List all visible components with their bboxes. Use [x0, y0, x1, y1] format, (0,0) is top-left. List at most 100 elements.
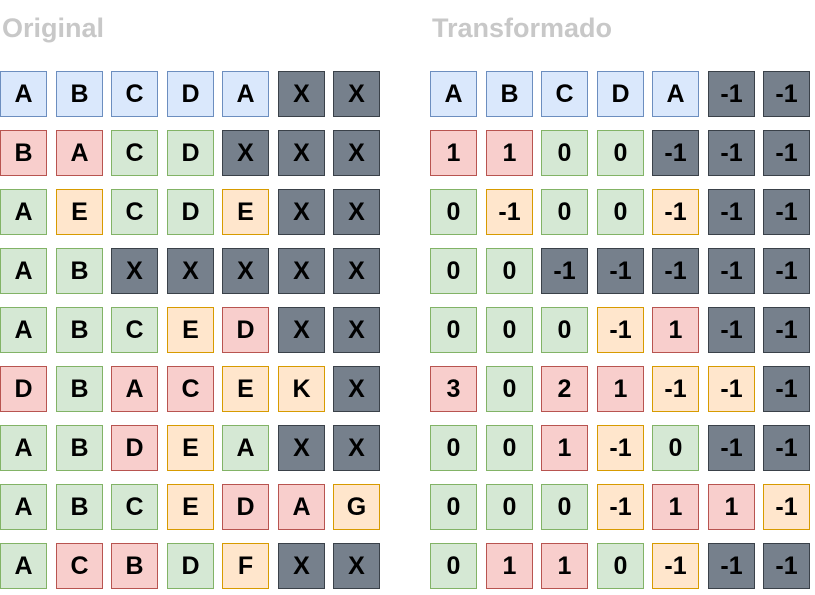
- grid-cell: 0: [486, 366, 533, 412]
- grid-cell: -1: [763, 248, 810, 294]
- grid-cell: E: [222, 366, 269, 412]
- grid-cell: D: [167, 189, 214, 235]
- grid-cell: C: [111, 484, 158, 530]
- grid-cell: A: [0, 543, 47, 589]
- grid-cell: C: [541, 71, 588, 117]
- grid-cell: 0: [652, 425, 699, 471]
- grid-cell: 3: [430, 366, 477, 412]
- grid-cell: E: [167, 425, 214, 471]
- grid-cell: -1: [708, 366, 755, 412]
- grid-cell: B: [111, 543, 158, 589]
- grid-cell: E: [56, 189, 103, 235]
- grid-cell: -1: [708, 71, 755, 117]
- grid-cell: D: [167, 71, 214, 117]
- grid-cell: 0: [430, 425, 477, 471]
- grid-cell: 0: [430, 484, 477, 530]
- grid-cell: A: [0, 189, 47, 235]
- grid-cell: 0: [430, 189, 477, 235]
- grid-cell: D: [222, 307, 269, 353]
- grid-cell: A: [278, 484, 325, 530]
- grid-cell: 2: [541, 366, 588, 412]
- grid-cell: E: [222, 189, 269, 235]
- grid-cell: X: [278, 130, 325, 176]
- grid-cell: D: [167, 543, 214, 589]
- grid-cell: 0: [597, 189, 644, 235]
- grid-cell: -1: [763, 366, 810, 412]
- grid-cell: -1: [763, 71, 810, 117]
- grid-cell: D: [0, 366, 47, 412]
- grid-cell: -1: [652, 366, 699, 412]
- grid-cell: -1: [652, 248, 699, 294]
- grid-cell: -1: [708, 248, 755, 294]
- grid-cell: 0: [486, 484, 533, 530]
- grid-cell: 0: [597, 130, 644, 176]
- grid-cell: -1: [763, 484, 810, 530]
- grid-cell: X: [333, 130, 380, 176]
- grid-cell: 0: [486, 425, 533, 471]
- grid-cell: 1: [652, 484, 699, 530]
- grid-cell: A: [222, 71, 269, 117]
- grid-cell: E: [167, 307, 214, 353]
- grid-cell: A: [222, 425, 269, 471]
- grid-cell: -1: [597, 248, 644, 294]
- grid-cell: -1: [763, 425, 810, 471]
- original-panel-title: Original: [2, 13, 105, 43]
- grid-cell: -1: [597, 484, 644, 530]
- grid-cell: -1: [708, 130, 755, 176]
- grid-cell: -1: [652, 543, 699, 589]
- grid-cell: 0: [541, 130, 588, 176]
- grid-cell: A: [0, 71, 47, 117]
- grid-cell: X: [222, 130, 269, 176]
- grid-cell: B: [56, 248, 103, 294]
- grid-cell: X: [278, 543, 325, 589]
- grid-cell: 0: [430, 543, 477, 589]
- grid-cell: 1: [541, 543, 588, 589]
- grid-cell: D: [111, 425, 158, 471]
- grid-cell: 0: [486, 307, 533, 353]
- grid-cell: -1: [763, 130, 810, 176]
- grid-cell: -1: [541, 248, 588, 294]
- grid-cell: 0: [486, 248, 533, 294]
- grid-cell: 1: [541, 425, 588, 471]
- grid-cell: X: [278, 307, 325, 353]
- grid-cell: 0: [597, 543, 644, 589]
- grid-cell: 1: [430, 130, 477, 176]
- grid-cell: C: [111, 130, 158, 176]
- transformed-panel-title: Transformado: [432, 13, 613, 43]
- grid-cell: -1: [763, 189, 810, 235]
- grid-cell: 0: [541, 307, 588, 353]
- grid-cell: X: [333, 307, 380, 353]
- grid-cell: X: [111, 248, 158, 294]
- grid-cell: -1: [763, 307, 810, 353]
- grid-cell: A: [0, 484, 47, 530]
- grid-cell: X: [278, 71, 325, 117]
- grid-cell: 0: [541, 189, 588, 235]
- grid-cell: 1: [708, 484, 755, 530]
- grid-cell: 1: [486, 130, 533, 176]
- grid-cell: -1: [652, 130, 699, 176]
- grid-cell: C: [111, 307, 158, 353]
- grid-cell: X: [167, 248, 214, 294]
- grid-cell: -1: [486, 189, 533, 235]
- grid-cell: E: [167, 484, 214, 530]
- grid-cell: B: [56, 425, 103, 471]
- grid-cell: X: [333, 543, 380, 589]
- grid-cell: F: [222, 543, 269, 589]
- grid-cell: -1: [652, 189, 699, 235]
- grid-cell: X: [333, 248, 380, 294]
- grid-cell: X: [222, 248, 269, 294]
- grid-cell: -1: [597, 425, 644, 471]
- grid-cell: X: [333, 71, 380, 117]
- grid-cell: 0: [430, 307, 477, 353]
- grid-cell: X: [333, 366, 380, 412]
- grid-cell: C: [167, 366, 214, 412]
- grid-cell: C: [56, 543, 103, 589]
- grid-cell: -1: [763, 543, 810, 589]
- grid-cell: -1: [708, 543, 755, 589]
- grid-cell: A: [0, 248, 47, 294]
- grid-cell: C: [111, 71, 158, 117]
- grid-cell: -1: [597, 307, 644, 353]
- grid-cell: B: [56, 484, 103, 530]
- grid-cell: D: [597, 71, 644, 117]
- grid-cell: X: [278, 248, 325, 294]
